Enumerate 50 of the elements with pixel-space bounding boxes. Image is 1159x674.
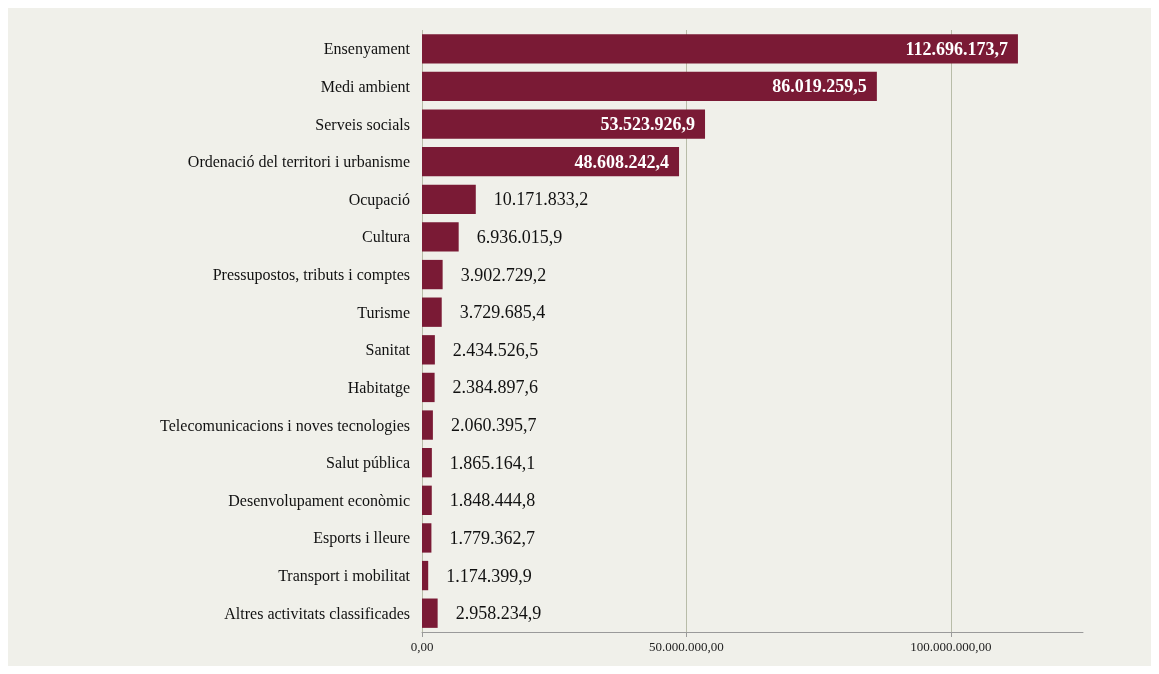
bar — [422, 448, 432, 478]
y-tick-label: Cultura — [362, 228, 410, 246]
bar — [422, 71, 877, 102]
x-tick-label: 0,00 — [410, 639, 434, 654]
data-label: 2.060.395,7 — [450, 415, 537, 436]
data-label: 112.696.173,7 — [905, 38, 1008, 59]
y-tick-label: Ordenació del territori i urbanisme — [187, 153, 410, 171]
bar — [422, 259, 443, 290]
data-label: 3.902.729,2 — [460, 264, 547, 285]
bar — [422, 335, 435, 365]
data-label: 53.523.926,9 — [600, 114, 696, 135]
y-tick-label: Telecomunicacions i noves tecnologies — [160, 416, 410, 435]
data-label: 2.958.234,9 — [455, 603, 542, 624]
data-label: 86.019.259,5 — [772, 76, 867, 97]
bar — [422, 560, 429, 591]
y-tick-label: Desenvolupament econòmic — [228, 491, 410, 510]
y-tick-label: Esports i lleure — [313, 529, 410, 548]
y-tick-label: Altres activitats classificades — [224, 604, 410, 622]
y-tick-label: Salut pública — [326, 454, 410, 473]
bar — [422, 109, 706, 139]
y-tick-label: Pressupostos, tributs i comptes — [212, 266, 410, 285]
y-tick-label: Ensenyament — [323, 40, 411, 59]
data-label: 3.729.685,4 — [459, 302, 546, 323]
x-tick-label: 100.000.000,00 — [910, 639, 992, 654]
data-label: 1.174.399,9 — [446, 565, 532, 586]
y-tick-label: Transport i mobilitat — [278, 567, 411, 586]
bar — [422, 523, 432, 553]
bar — [422, 598, 438, 628]
bar — [422, 34, 1018, 64]
y-tick-label: Sanitat — [365, 341, 411, 359]
bar — [422, 297, 442, 327]
y-tick-label: Serveis socials — [315, 115, 410, 133]
x-tick-label: 50.000.000,00 — [649, 639, 724, 654]
bar — [422, 410, 433, 440]
data-label: 1.779.362,7 — [449, 527, 535, 548]
bar — [422, 485, 432, 515]
data-label: 2.434.526,5 — [452, 339, 539, 360]
data-label: 2.384.897,6 — [452, 377, 539, 398]
y-tick-label: Habitatge — [347, 378, 410, 397]
y-tick-label: Medi ambient — [320, 77, 411, 95]
bar — [422, 372, 435, 403]
bar — [422, 184, 476, 214]
bar — [422, 222, 459, 252]
data-label: 1.865.164,1 — [449, 452, 536, 473]
data-label: 6.936.015,9 — [476, 226, 563, 247]
y-tick-label: Ocupació — [348, 190, 410, 209]
data-label: 48.608.242,4 — [574, 151, 670, 172]
data-label: 1.848.444,8 — [449, 490, 536, 511]
data-label: 10.171.833,2 — [493, 189, 589, 210]
y-tick-label: Turisme — [357, 303, 410, 321]
